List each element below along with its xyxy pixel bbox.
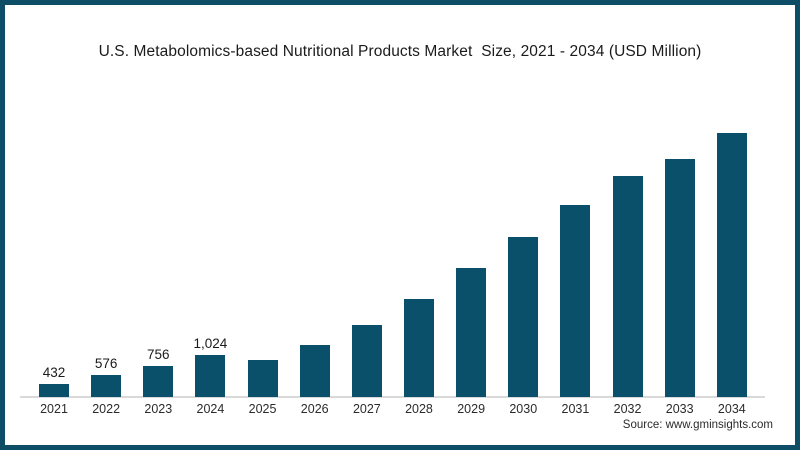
x-axis-tick-label: 2021 xyxy=(40,402,68,416)
bar xyxy=(612,176,643,397)
bar-value-label: 576 xyxy=(94,356,118,371)
x-axis-tick-label: 2022 xyxy=(92,402,121,416)
chart-title: U.S. Metabolomics-based Nutritional Prod… xyxy=(98,43,702,60)
bar-group: 432 xyxy=(28,105,80,397)
bar-group xyxy=(289,105,341,397)
x-axis-tick-label: 2027 xyxy=(352,402,381,416)
bar-group xyxy=(237,105,289,397)
bar xyxy=(351,325,382,397)
bar-group xyxy=(393,105,445,397)
x-axis-tick-label: 2030 xyxy=(509,402,538,416)
bar xyxy=(456,268,487,397)
bar-group xyxy=(341,105,393,397)
bar xyxy=(508,237,539,397)
x-axis-labels: 2021 2022 2023 2024 2025 2026 2027 2028 2029 2030… xyxy=(28,402,758,416)
bar xyxy=(664,159,695,397)
x-axis-tick-label: 2032 xyxy=(613,402,642,416)
x-axis-tick-label: 2026 xyxy=(300,402,329,416)
bar-value-label: 1,024 xyxy=(193,336,228,351)
bar-value-label: 432 xyxy=(42,365,66,380)
bar xyxy=(560,205,591,397)
bar-group: 1,024 xyxy=(184,105,236,397)
bar xyxy=(403,299,434,397)
bar-group: 576 xyxy=(80,105,132,397)
bar-group xyxy=(706,105,758,397)
x-axis-tick-label: 2025 xyxy=(248,402,277,416)
bar-group: 756 xyxy=(132,105,184,397)
bar xyxy=(91,375,122,397)
bar xyxy=(716,133,747,397)
bar xyxy=(299,345,330,397)
bar-value-label: 756 xyxy=(147,347,170,362)
source-attribution: Source: www.gminsights.com xyxy=(622,419,773,431)
x-axis-tick-label: 2029 xyxy=(457,402,486,416)
x-axis-line xyxy=(20,396,765,398)
bar-series: 432 576 756 1,024 xyxy=(28,105,758,397)
bar-group xyxy=(445,105,497,397)
bar-group xyxy=(654,105,706,397)
x-axis-tick-label: 2033 xyxy=(665,402,694,416)
x-axis-tick-label: 2024 xyxy=(196,402,225,416)
x-axis-tick-label: 2034 xyxy=(717,402,746,416)
bar xyxy=(195,355,226,397)
x-axis-tick-label: 2028 xyxy=(405,402,433,416)
bar-group xyxy=(497,105,549,397)
x-axis-tick-label: 2023 xyxy=(144,402,173,416)
bar xyxy=(143,366,174,397)
x-axis-tick-label: 2031 xyxy=(561,402,590,416)
bar-group xyxy=(602,105,654,397)
bar xyxy=(39,384,69,397)
bar xyxy=(247,360,278,397)
chart-canvas: U.S. Metabolomics-based Nutritional Prod… xyxy=(5,5,795,445)
bar-group xyxy=(549,105,601,397)
